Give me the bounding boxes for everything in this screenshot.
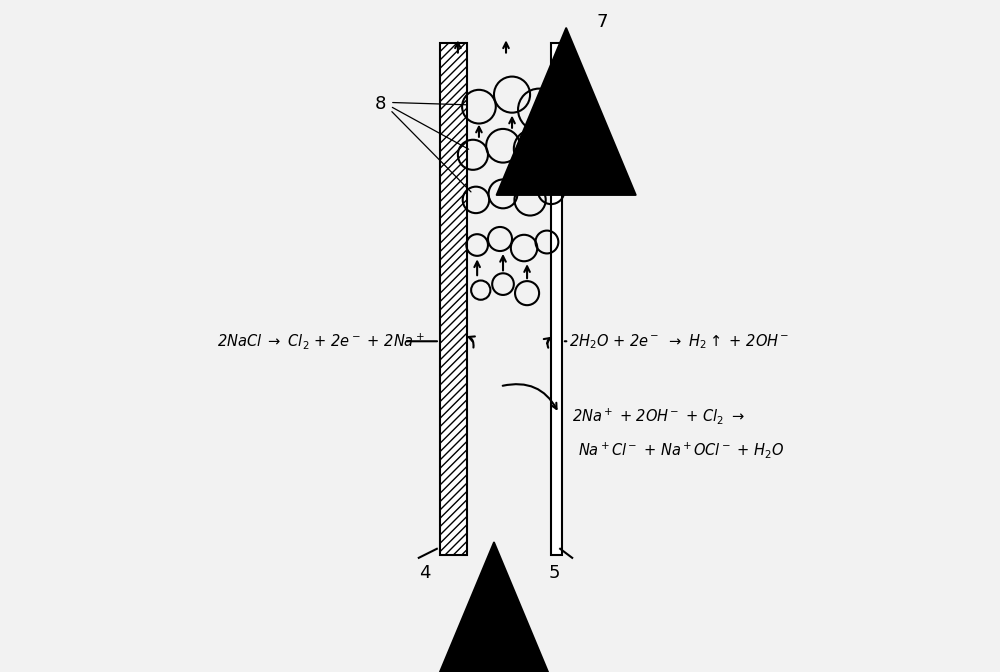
- Text: 5: 5: [548, 564, 560, 582]
- Bar: [440, 44, 467, 555]
- Text: 7: 7: [596, 13, 608, 32]
- FancyArrowPatch shape: [469, 337, 475, 347]
- FancyArrowPatch shape: [503, 384, 557, 409]
- Text: 2H$_2$O + 2e$^-$ $\rightarrow$ H$_2$$\uparrow$ + 2OH$^-$: 2H$_2$O + 2e$^-$ $\rightarrow$ H$_2$$\up…: [569, 332, 789, 351]
- Bar: [551, 44, 562, 555]
- Text: Na$^+$Cl$^-$ + Na$^+$OCl$^-$ + H$_2$O: Na$^+$Cl$^-$ + Na$^+$OCl$^-$ + H$_2$O: [578, 439, 785, 460]
- FancyArrowPatch shape: [544, 338, 550, 347]
- Text: 8: 8: [374, 95, 386, 113]
- Text: 4: 4: [419, 564, 431, 582]
- Text: 2NaCl $\rightarrow$ Cl$_2$ + 2e$^-$ + 2Na$^+$: 2NaCl $\rightarrow$ Cl$_2$ + 2e$^-$ + 2N…: [217, 331, 425, 351]
- Text: 6: 6: [488, 570, 500, 588]
- Text: 2Na$^+$ + 2OH$^-$ + Cl$_2$ $\rightarrow$: 2Na$^+$ + 2OH$^-$ + Cl$_2$ $\rightarrow$: [572, 407, 745, 427]
